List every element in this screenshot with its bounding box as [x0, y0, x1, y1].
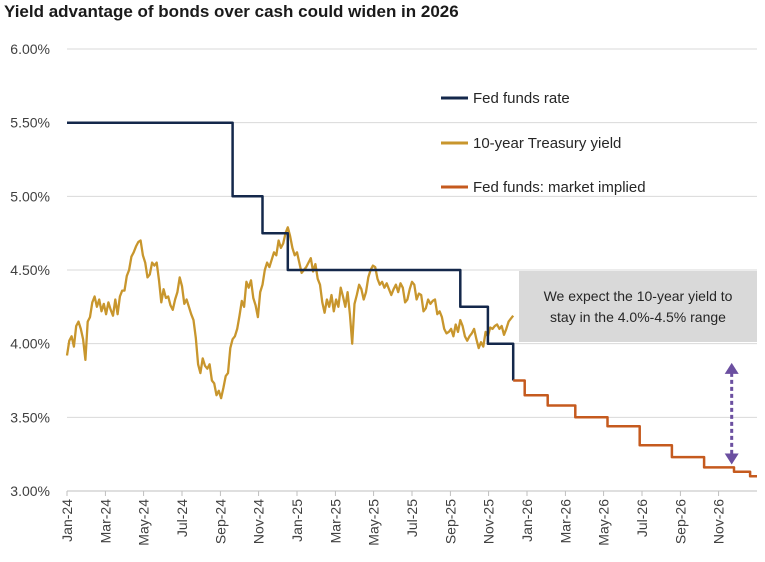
series-layer: [65, 121, 757, 478]
legend-label: 10-year Treasury yield: [473, 135, 621, 152]
series-line-10-year-treasury-yield: [65, 226, 515, 400]
x-tick-label: Sep-26: [672, 499, 688, 544]
x-tick-label: Jul-24: [174, 499, 190, 537]
x-tick-label: Mar-24: [97, 499, 113, 544]
y-tick-label: 6.00%: [10, 41, 50, 57]
y-tick-label: 4.50%: [10, 262, 50, 278]
x-axis: Jan-24 Mar-24 May-24 Jul-24 Sep-24 Nov-24 Jan-…: [59, 491, 727, 546]
x-tick-label: Jul-26: [634, 499, 650, 537]
y-tick-label: 4.00%: [10, 336, 50, 352]
x-tick-label: Nov-24: [251, 499, 267, 544]
y-tick-label: 5.00%: [10, 188, 50, 204]
x-tick-label: Sep-24: [212, 499, 228, 544]
annotation: We expect the 10-year yield to stay in th…: [519, 271, 757, 465]
legend-label: Fed funds: market implied: [473, 179, 646, 196]
x-tick-label: Sep-25: [442, 499, 458, 544]
x-tick-label: Nov-26: [711, 499, 727, 544]
y-tick-label: 5.50%: [10, 115, 50, 131]
y-axis: 3.00% 3.50% 4.00% 4.50% 5.00% 5.50% 6.00%: [10, 41, 50, 499]
x-tick-label: May-24: [136, 499, 152, 546]
annotation-box: [519, 271, 757, 342]
legend-label: Fed funds rate: [473, 90, 570, 107]
x-tick-label: Mar-26: [557, 499, 573, 544]
x-tick-label: Nov-25: [481, 499, 497, 544]
series-line-fed-funds-market-implied: [513, 379, 757, 478]
x-tick-label: May-25: [366, 499, 382, 546]
legend: Fed funds rate 10-year Treasury yield Fed …: [441, 90, 646, 196]
x-tick-label: Jan-26: [519, 499, 535, 542]
x-tick-label: Mar-25: [327, 499, 343, 544]
annotation-text: We expect the 10-year yield to: [544, 288, 733, 304]
arrow-head-up: [724, 362, 739, 374]
annotation-text: stay in the 4.0%-4.5% range: [550, 309, 726, 325]
chart-title: Yield advantage of bonds over cash could…: [4, 2, 459, 21]
arrow-head-down: [724, 453, 739, 465]
x-tick-label: Jan-25: [289, 499, 305, 542]
y-tick-label: 3.50%: [10, 409, 50, 425]
x-tick-label: Jan-24: [59, 499, 75, 542]
x-tick-label: Jul-25: [404, 499, 420, 537]
x-tick-label: May-26: [596, 499, 612, 546]
series-line-fed-funds-rate: [67, 121, 515, 381]
y-tick-label: 3.00%: [10, 483, 50, 499]
